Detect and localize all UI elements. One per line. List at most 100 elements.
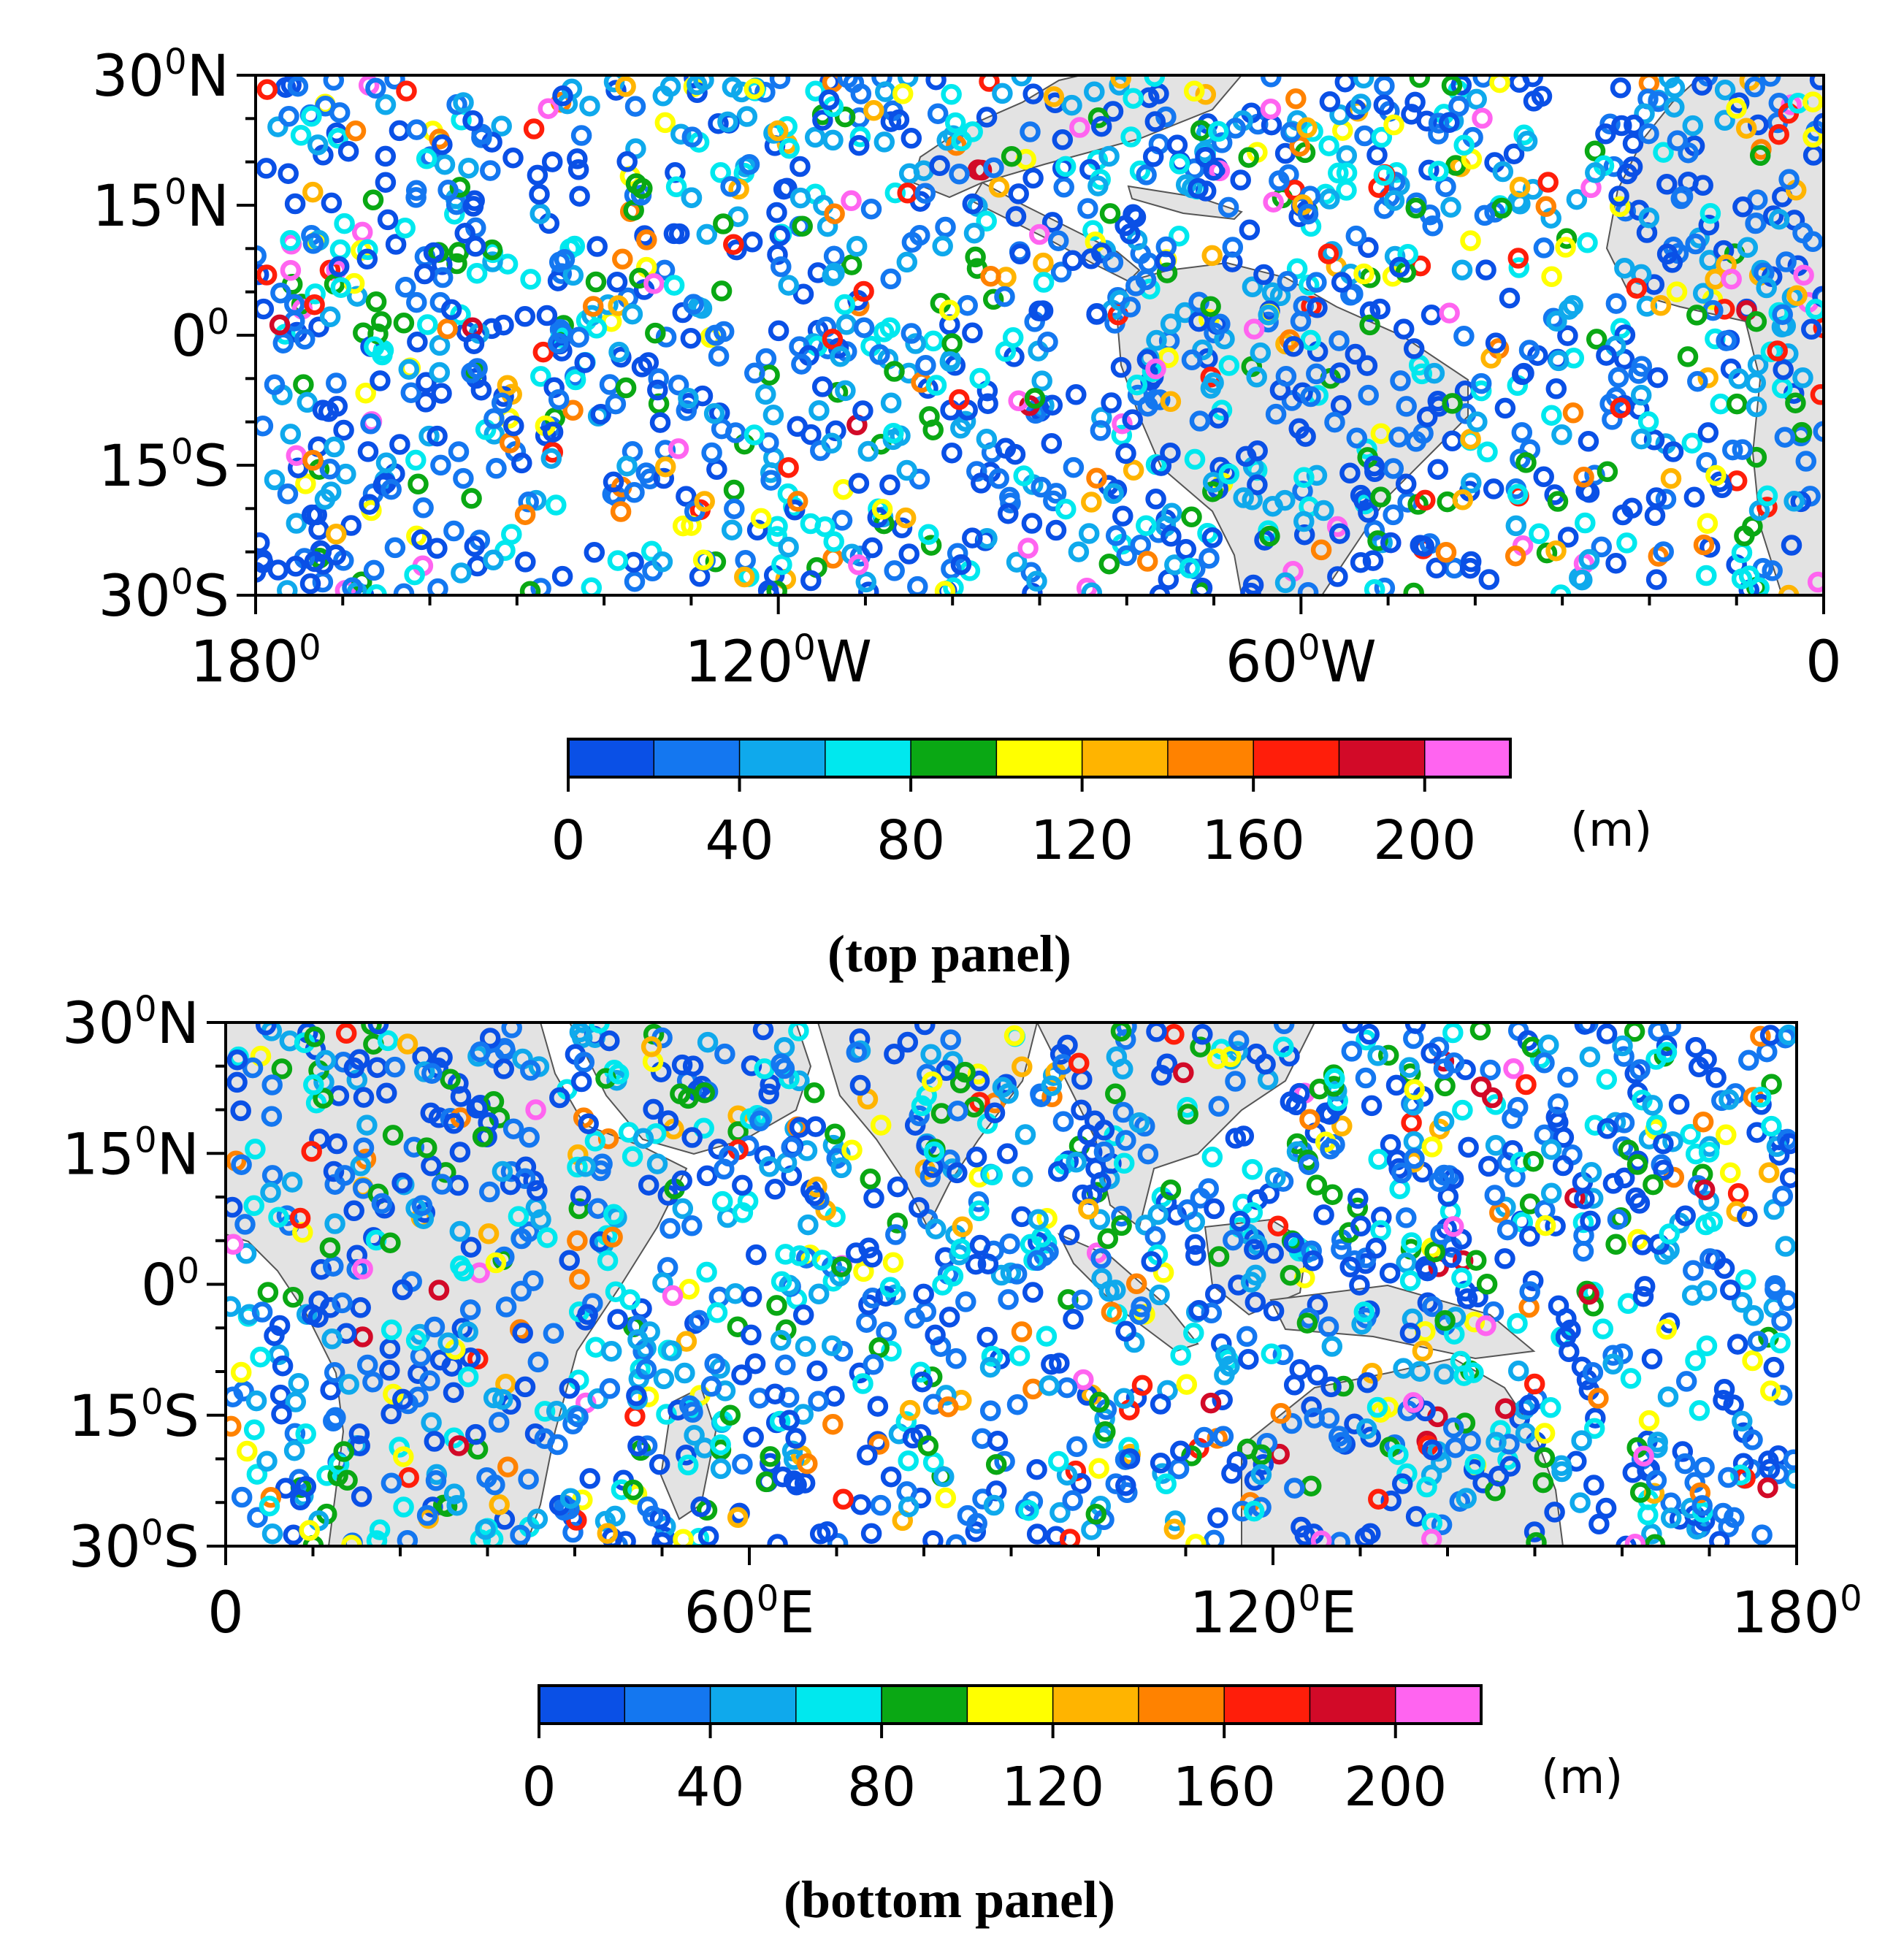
observation-marker [944, 112, 966, 134]
observation-marker [1339, 1256, 1361, 1278]
observation-marker [1120, 223, 1141, 245]
observation-marker [1486, 1431, 1507, 1453]
observation-marker [834, 106, 856, 128]
observation-marker [421, 1063, 443, 1084]
observation-marker [1726, 98, 1747, 119]
observation-marker [551, 565, 573, 587]
observations-bottom [226, 1022, 1797, 1546]
observation-marker [871, 499, 893, 520]
observation-marker [1101, 1301, 1123, 1323]
observation-marker [833, 1488, 854, 1510]
observation-marker [549, 1087, 570, 1109]
observation-marker [653, 467, 675, 489]
observation-marker [1217, 196, 1239, 218]
observation-marker [1441, 75, 1463, 96]
observation-marker [1557, 527, 1579, 548]
observation-marker [480, 160, 501, 181]
observation-marker [1434, 1309, 1456, 1331]
observation-marker [277, 483, 299, 505]
observation-marker [1735, 118, 1757, 139]
observation-marker [1758, 1162, 1780, 1183]
observation-marker [632, 1128, 654, 1149]
observation-marker [1265, 403, 1287, 425]
observation-marker [1453, 326, 1475, 347]
lat-label: 150S [99, 432, 229, 500]
observation-marker [226, 1415, 242, 1437]
observation-marker [853, 1261, 874, 1282]
observation-marker [1582, 1361, 1604, 1383]
observation-marker [1647, 367, 1668, 389]
observation-marker [883, 422, 904, 444]
observation-marker [778, 536, 799, 558]
observation-marker [1177, 1199, 1198, 1220]
observation-marker [1622, 133, 1644, 154]
observation-marker [1451, 259, 1473, 280]
observation-marker [1329, 362, 1350, 383]
observation-marker [1222, 237, 1244, 258]
observation-marker [688, 1309, 710, 1331]
observation-marker [1664, 77, 1686, 99]
observation-marker [1198, 548, 1220, 569]
ticks-bottom [207, 1021, 1798, 1565]
observation-marker [1175, 174, 1197, 196]
observation-marker [965, 1521, 987, 1542]
observation-marker [1370, 1220, 1391, 1242]
observation-marker [911, 1371, 933, 1393]
observation-marker [463, 333, 485, 354]
observation-marker [1641, 1523, 1662, 1545]
observation-marker [416, 1137, 437, 1158]
observation-marker [1622, 1462, 1644, 1483]
observation-marker [458, 157, 479, 179]
observation-marker [449, 1220, 471, 1242]
observation-marker [762, 404, 784, 426]
observation-marker [785, 1428, 806, 1449]
observation-marker [323, 1161, 345, 1182]
observation-marker [1404, 1148, 1425, 1169]
observation-marker [657, 1110, 679, 1131]
observation-marker [1632, 1285, 1654, 1307]
observation-marker [1031, 370, 1052, 391]
observation-marker [360, 413, 381, 435]
observation-marker [1055, 156, 1077, 177]
observation-marker [1653, 541, 1674, 562]
observation-marker [427, 538, 448, 559]
observation-marker [343, 1057, 365, 1079]
observation-marker [654, 112, 676, 134]
lon-labels-bottom: 0 600E 1200E 1800 [207, 1578, 1862, 1646]
observation-marker [326, 372, 347, 394]
observation-marker [863, 100, 884, 121]
observation-marker [365, 77, 386, 99]
observation-marker [405, 180, 427, 202]
observation-marker [646, 1153, 668, 1174]
observation-marker [546, 494, 567, 516]
observation-marker [884, 1043, 905, 1065]
observation-marker [622, 1479, 644, 1501]
observation-marker [1050, 261, 1072, 283]
observation-marker [1494, 1248, 1515, 1269]
observation-marker [1602, 1345, 1624, 1366]
observation-marker [462, 110, 483, 131]
observation-marker [1078, 1198, 1099, 1220]
observation-marker [1592, 1318, 1614, 1339]
observation-marker [1548, 1112, 1569, 1133]
observation-marker [962, 322, 983, 344]
observation-marker [1119, 1448, 1141, 1469]
observation-marker [582, 296, 604, 317]
observation-marker [471, 123, 492, 145]
colorbar-segment [739, 739, 826, 777]
observation-marker [1396, 1463, 1418, 1485]
observation-marker [1144, 1226, 1166, 1247]
observation-marker [822, 129, 844, 151]
observation-marker [1562, 402, 1584, 424]
observation-marker [1356, 355, 1378, 376]
observation-marker [304, 1026, 326, 1047]
observation-marker [1417, 1260, 1438, 1282]
observation-marker [1443, 1052, 1465, 1074]
observation-marker [1748, 114, 1769, 136]
observation-marker [567, 1406, 589, 1428]
observation-marker [795, 1336, 817, 1357]
observation-marker [511, 1280, 532, 1302]
observation-marker [1061, 94, 1082, 116]
observation-marker [1136, 551, 1158, 572]
